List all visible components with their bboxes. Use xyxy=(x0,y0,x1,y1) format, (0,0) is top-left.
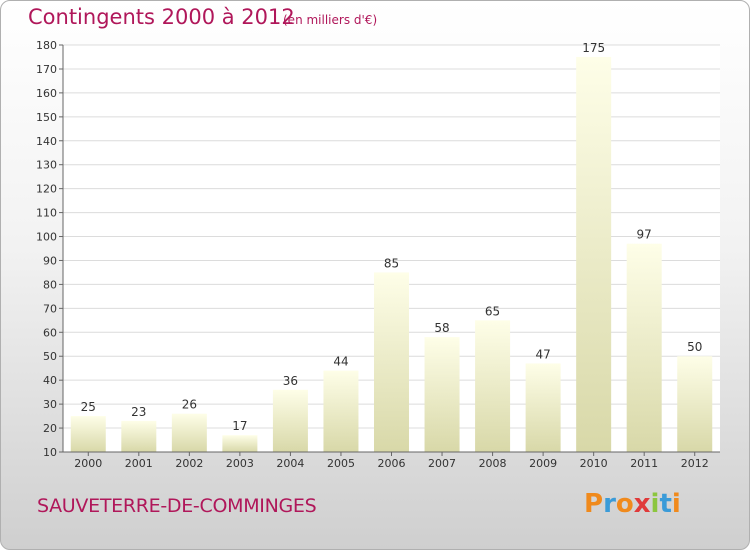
logo-letter: i xyxy=(671,489,681,519)
y-tick-label: 40 xyxy=(43,374,57,387)
y-tick-label: 130 xyxy=(36,159,57,172)
y-tick-label: 160 xyxy=(36,87,57,100)
chart-subtitle: (en milliers d'€) xyxy=(283,13,378,27)
bar-2007 xyxy=(424,337,460,452)
data-label-2006: 85 xyxy=(384,256,399,270)
x-tick-label-2006: 2006 xyxy=(378,457,406,470)
logo-letter: o xyxy=(615,489,634,519)
y-tick-labels: 10 20 30 40 50 60 70 80 90 100 110 120 130 140 150 160 1… xyxy=(36,39,57,459)
x-tick-label-2011: 2011 xyxy=(630,457,658,470)
y-tick-label: 10 xyxy=(43,446,57,459)
y-tick-label: 150 xyxy=(36,111,57,124)
y-tick-label: 140 xyxy=(36,135,57,148)
data-label-2000: 25 xyxy=(81,400,96,414)
x-tick-label-2010: 2010 xyxy=(580,457,608,470)
data-label-2011: 97 xyxy=(637,228,652,242)
bar-2011 xyxy=(626,243,662,452)
data-label-2003: 17 xyxy=(232,419,247,433)
x-tick-label-2003: 2003 xyxy=(226,457,254,470)
y-tick-label: 180 xyxy=(36,39,57,52)
data-labels: 25 23 26 17 36 44 85 58 65 47 175 97 50 xyxy=(81,41,703,433)
y-tick-label: 30 xyxy=(43,398,57,411)
data-label-2010: 175 xyxy=(582,41,605,55)
data-label-2007: 58 xyxy=(434,321,449,335)
y-tick-label: 100 xyxy=(36,231,57,244)
x-tick-label-2002: 2002 xyxy=(175,457,203,470)
x-tick-label-2000: 2000 xyxy=(74,457,102,470)
data-label-2002: 26 xyxy=(182,398,197,412)
bar-2006 xyxy=(374,272,409,452)
y-tick-label: 60 xyxy=(43,326,57,339)
data-label-2009: 47 xyxy=(535,347,550,361)
y-tick-label: 120 xyxy=(36,183,57,196)
x-tick-labels: 2000 2001 2002 2003 2004 2005 2006 2007 2008 2009… xyxy=(74,452,709,470)
y-tick-label: 70 xyxy=(43,302,57,315)
data-label-2012: 50 xyxy=(687,340,702,354)
bar-2003 xyxy=(222,435,258,452)
x-tick-label-2001: 2001 xyxy=(125,457,153,470)
bar-2010 xyxy=(576,56,612,453)
proxiti-logo: Proxiti xyxy=(584,489,681,519)
bars xyxy=(70,56,713,453)
data-label-2008: 65 xyxy=(485,304,500,318)
data-label-2001: 23 xyxy=(131,405,146,419)
data-label-2005: 44 xyxy=(333,355,348,369)
logo-letter: i xyxy=(650,489,660,519)
bar-2008 xyxy=(475,320,511,452)
bar-2009 xyxy=(525,363,561,452)
y-tick-label: 110 xyxy=(36,207,57,220)
x-tick-label-2009: 2009 xyxy=(529,457,557,470)
bar-2002 xyxy=(171,413,207,452)
logo-letter: P xyxy=(584,489,604,519)
y-tick-label: 90 xyxy=(43,254,57,267)
y-tick-label: 20 xyxy=(43,422,57,435)
bar-2001 xyxy=(121,420,157,452)
x-tick-label-2005: 2005 xyxy=(327,457,355,470)
x-tick-label-2007: 2007 xyxy=(428,457,456,470)
logo-letter: t xyxy=(659,489,672,519)
x-tick-label-2004: 2004 xyxy=(276,457,304,470)
bar-2004 xyxy=(272,389,308,452)
bar-2000 xyxy=(70,416,106,452)
x-tick-label-2008: 2008 xyxy=(479,457,507,470)
y-tick-label: 170 xyxy=(36,63,57,76)
logo-letter: x xyxy=(633,489,651,519)
x-tick-label-2012: 2012 xyxy=(681,457,709,470)
y-tick-label: 50 xyxy=(43,350,57,363)
commune-name: SAUVETERRE-DE-COMMINGES xyxy=(37,495,317,517)
chart-title: Contingents 2000 à 2012 xyxy=(28,5,295,29)
bar-2012 xyxy=(677,356,713,452)
data-label-2004: 36 xyxy=(283,374,298,388)
bar-2005 xyxy=(323,370,359,452)
logo-letter: r xyxy=(603,489,616,519)
y-tick-label: 80 xyxy=(43,278,57,291)
